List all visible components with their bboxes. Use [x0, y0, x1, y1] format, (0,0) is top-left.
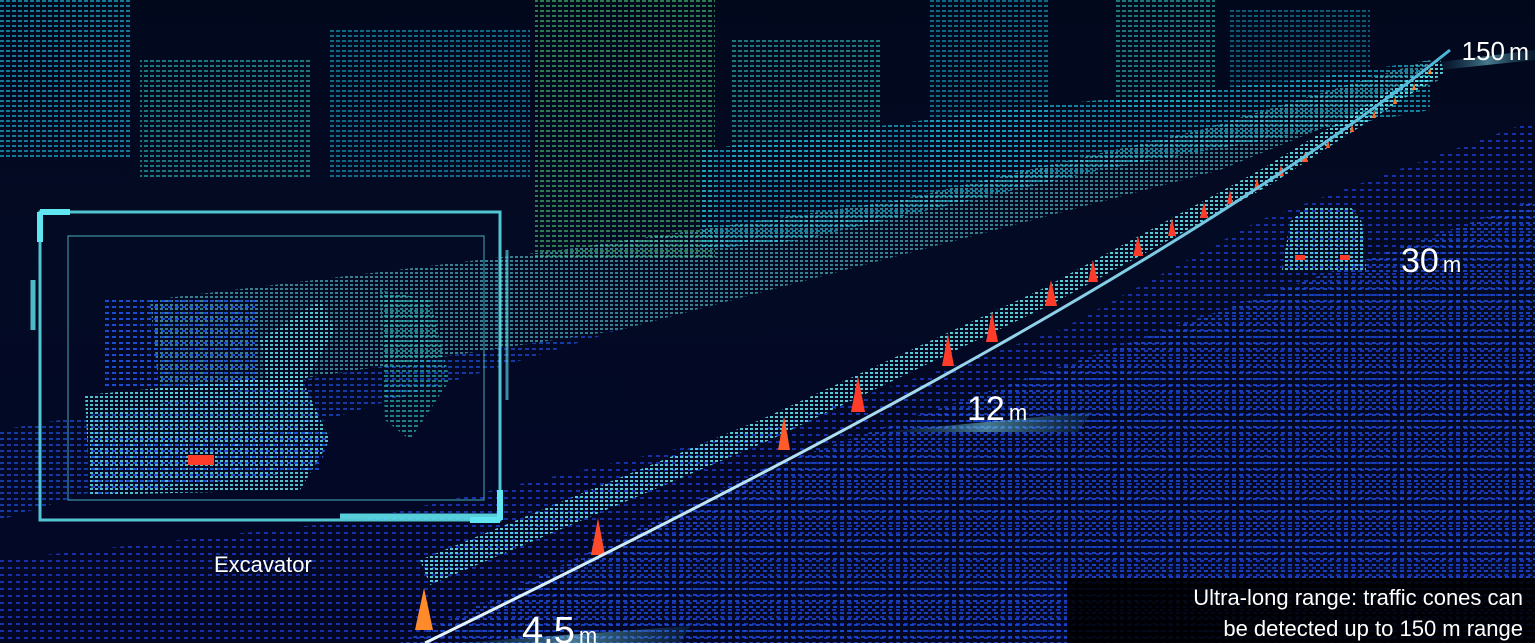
tag-bar-45: [455, 626, 690, 643]
distance-label-12m: 12 m: [967, 390, 1027, 429]
distance-label-150m: 150 m: [1462, 36, 1529, 67]
caption-text: Ultra-long range: traffic cones can be d…: [1193, 582, 1523, 643]
tree-line: [700, 60, 1430, 250]
traffic-cone: [591, 518, 605, 555]
range-line: [424, 48, 1451, 643]
distance-value: 30: [1401, 242, 1439, 280]
traffic-cone: [1412, 83, 1416, 90]
distance-unit: m: [578, 623, 598, 643]
building-far-left: [0, 0, 130, 160]
distance-value: 4.5: [522, 610, 575, 643]
distance-unit: m: [1442, 252, 1462, 277]
detection-frame: [30, 209, 509, 523]
traffic-cones: [415, 68, 1432, 630]
detected-object-label: Excavator: [214, 552, 312, 577]
traffic-cone: [942, 334, 954, 366]
building-left: [140, 60, 310, 180]
traffic-cone: [1393, 97, 1397, 104]
traffic-cone: [1372, 110, 1376, 118]
traffic-cone: [1428, 68, 1432, 74]
tag-bar-12: [880, 412, 1092, 432]
traffic-cone: [1045, 280, 1057, 306]
road-surface-near: [400, 200, 1535, 643]
distance-value: 12: [967, 390, 1005, 428]
traffic-cone: [1168, 218, 1176, 236]
traffic-cone: [986, 312, 998, 342]
building-mid-left: [330, 30, 530, 180]
traffic-cone: [1133, 236, 1143, 256]
traffic-cone: [851, 376, 865, 412]
sidewalk: [150, 60, 1440, 400]
distance-value: 150: [1461, 36, 1505, 66]
traffic-cone: [1227, 190, 1233, 204]
guard-rail: [420, 60, 1445, 585]
traffic-cone: [1326, 139, 1330, 148]
distance-label-30m: 30 m: [1401, 242, 1461, 281]
excavator-point-cloud: [85, 290, 450, 495]
traffic-cone: [1088, 260, 1098, 282]
caption-line-2: be detected up to 150 m range: [1223, 616, 1523, 641]
traffic-cone: [778, 416, 790, 450]
caption-box: Ultra-long range: traffic cones can be d…: [1067, 578, 1535, 643]
building-tall: [535, 0, 715, 260]
traffic-cone: [415, 588, 433, 630]
distance-unit: m: [1008, 400, 1028, 425]
caption-line-1: Ultra-long range: traffic cones can: [1193, 585, 1523, 610]
traffic-cone: [1200, 202, 1208, 218]
car-point-cloud: [1282, 206, 1366, 270]
distance-label-4-5m: 4.5 m: [522, 610, 597, 643]
tag-bar-150: [1440, 50, 1535, 70]
traffic-cone: [1350, 124, 1354, 132]
distance-unit: m: [1509, 39, 1529, 66]
